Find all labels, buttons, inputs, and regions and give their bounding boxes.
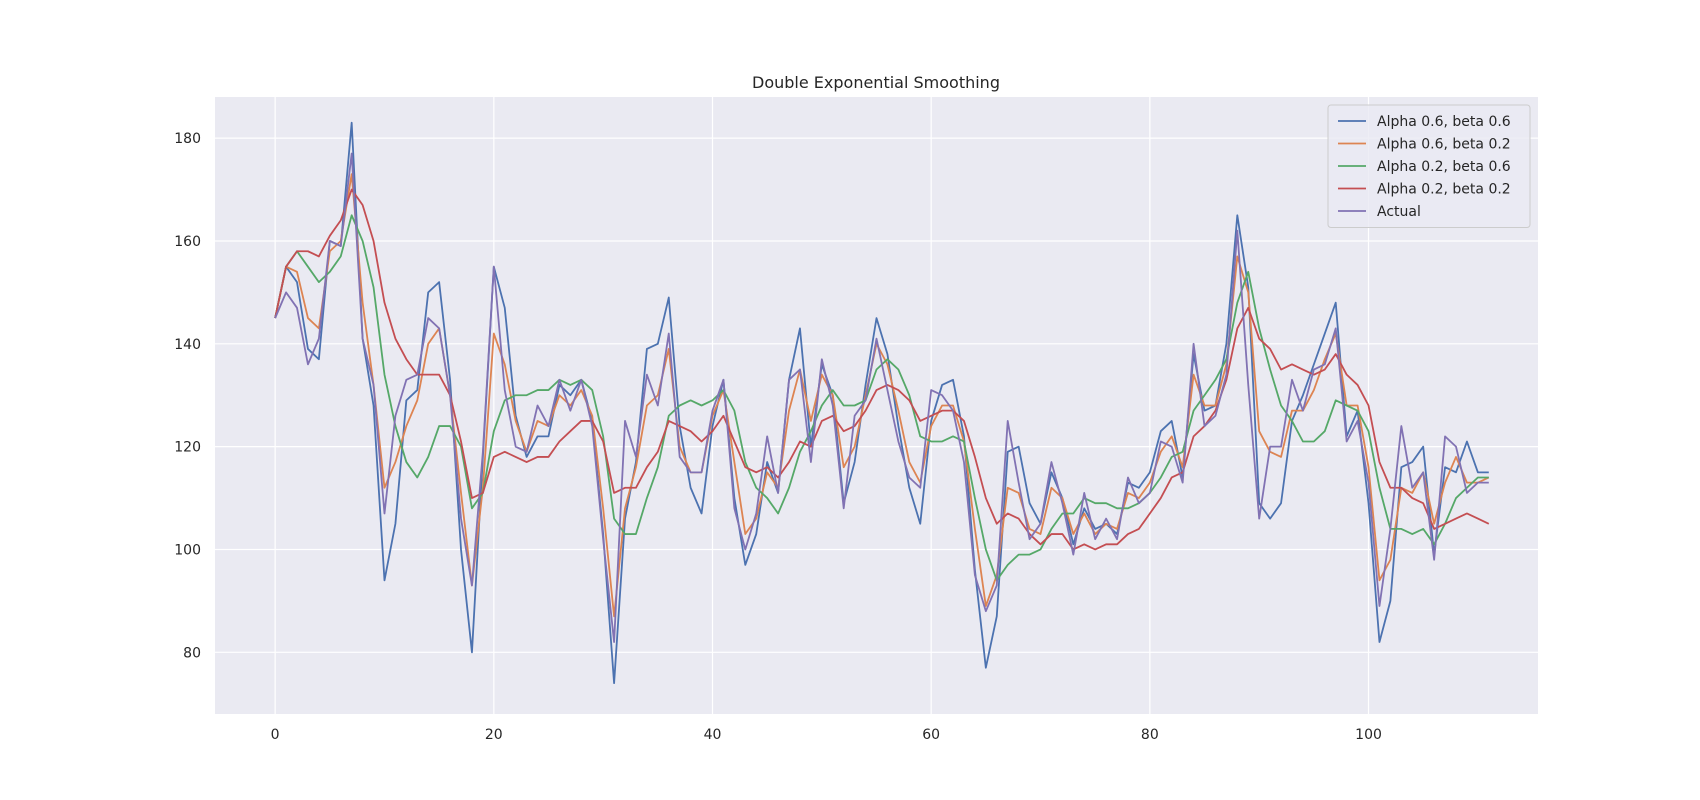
plot-background <box>215 97 1538 714</box>
legend: Alpha 0.6, beta 0.6 Alpha 0.6, beta 0.2 Al… <box>1327 104 1531 228</box>
series-line-1 <box>274 121 1489 685</box>
x-tick-label: 60 <box>922 727 940 743</box>
legend-label: Alpha 0.2, beta 0.6 <box>1377 159 1511 175</box>
legend-label: Alpha 0.2, beta 0.2 <box>1377 182 1511 198</box>
legend-label: Alpha 0.6, beta 0.6 <box>1377 114 1511 130</box>
y-tick-label: 120 <box>174 440 201 456</box>
y-tick-label: 180 <box>174 131 201 147</box>
y-tick-label: 160 <box>174 234 201 250</box>
y-tick-label: 140 <box>174 337 201 353</box>
x-tick-label: 40 <box>704 727 722 743</box>
series-line-2 <box>274 173 1490 618</box>
series-line-5 <box>274 152 1489 643</box>
x-tick-label: 20 <box>485 727 503 743</box>
y-tick-label: 80 <box>183 645 201 661</box>
x-tick-label: 100 <box>1355 727 1382 743</box>
legend-box <box>1327 104 1531 228</box>
chart-title: Double Exponential Smoothing <box>752 73 1000 92</box>
x-tick-label: 80 <box>1141 727 1159 743</box>
legend-label: Alpha 0.6, beta 0.2 <box>1377 137 1511 153</box>
legend-label: Actual <box>1377 204 1421 220</box>
series-line-4 <box>274 188 1490 551</box>
y-axis: 80 100 120 140 160 180 <box>174 131 201 661</box>
series-lines <box>274 121 1490 685</box>
y-tick-label: 100 <box>174 542 201 558</box>
x-tick-label: 0 <box>271 727 280 743</box>
x-axis: 0 20 40 60 80 100 <box>271 727 1382 743</box>
